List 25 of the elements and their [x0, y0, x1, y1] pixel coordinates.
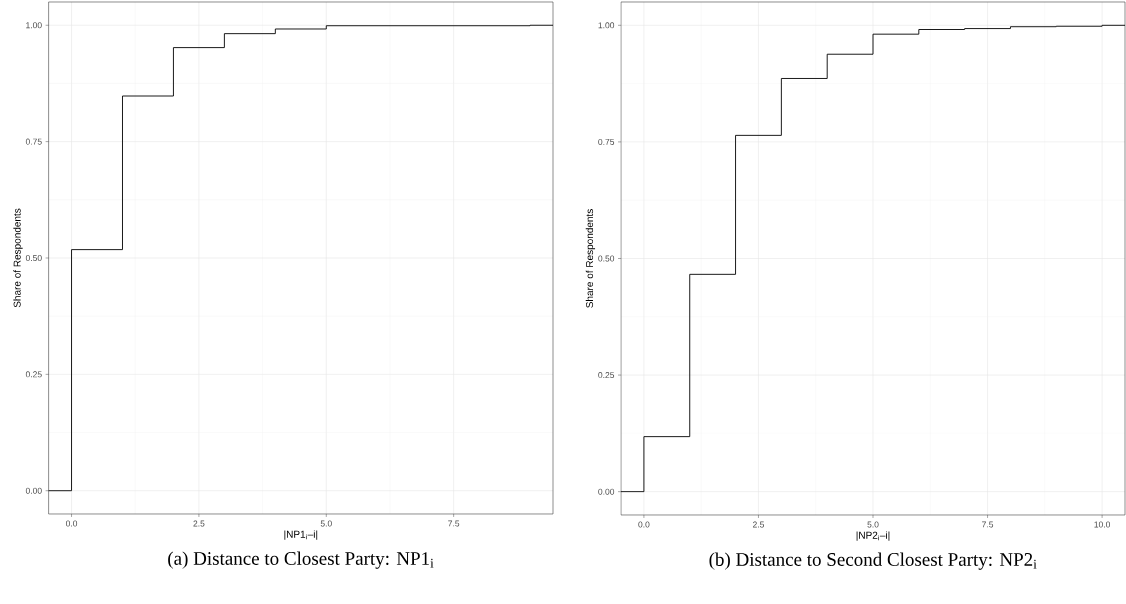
x-tick-label: 7.5: [448, 520, 460, 527]
x-tick-label: 5.0: [320, 520, 332, 527]
y-axis-title: Share of Respondents: [13, 208, 23, 308]
y-tick-label: 0.75: [598, 138, 615, 145]
x-tick-label: 0.0: [638, 521, 650, 528]
y-tick-label: 1.00: [26, 22, 42, 29]
x-axis-title: |NP2$_{i}$–i|: [856, 531, 890, 541]
text: (a) Distance to Closest Party: NP1$_{i}$: [168, 551, 434, 569]
x-tick-label: 2.5: [752, 521, 765, 528]
x-tick-label: 10.0: [1094, 521, 1111, 528]
y-axis-title: Share of Respondents: [585, 209, 596, 308]
y-tick-label: 0.00: [25, 487, 42, 494]
y-tick-label: 0.50: [598, 255, 615, 262]
x-tick-label: 0.0: [65, 520, 78, 527]
x-tick-label: 2.5: [193, 520, 205, 527]
x-tick-label: 7.5: [982, 521, 994, 528]
y-tick-label: 0.25: [598, 372, 615, 379]
y-tick-label: 0.75: [25, 138, 42, 145]
y-tick-label: 0.00: [598, 488, 615, 495]
x-tick-label: 5.0: [867, 521, 879, 528]
y-tick-label: 0.50: [25, 254, 42, 261]
x-axis-title: |NP1$_{i}$–i|: [284, 530, 318, 540]
y-tick-label: 1.00: [598, 22, 615, 29]
y-tick-label: 0.25: [25, 371, 42, 378]
text: (b) Distance to Second Closest Party: NP2$_{i}$: [709, 552, 1037, 570]
